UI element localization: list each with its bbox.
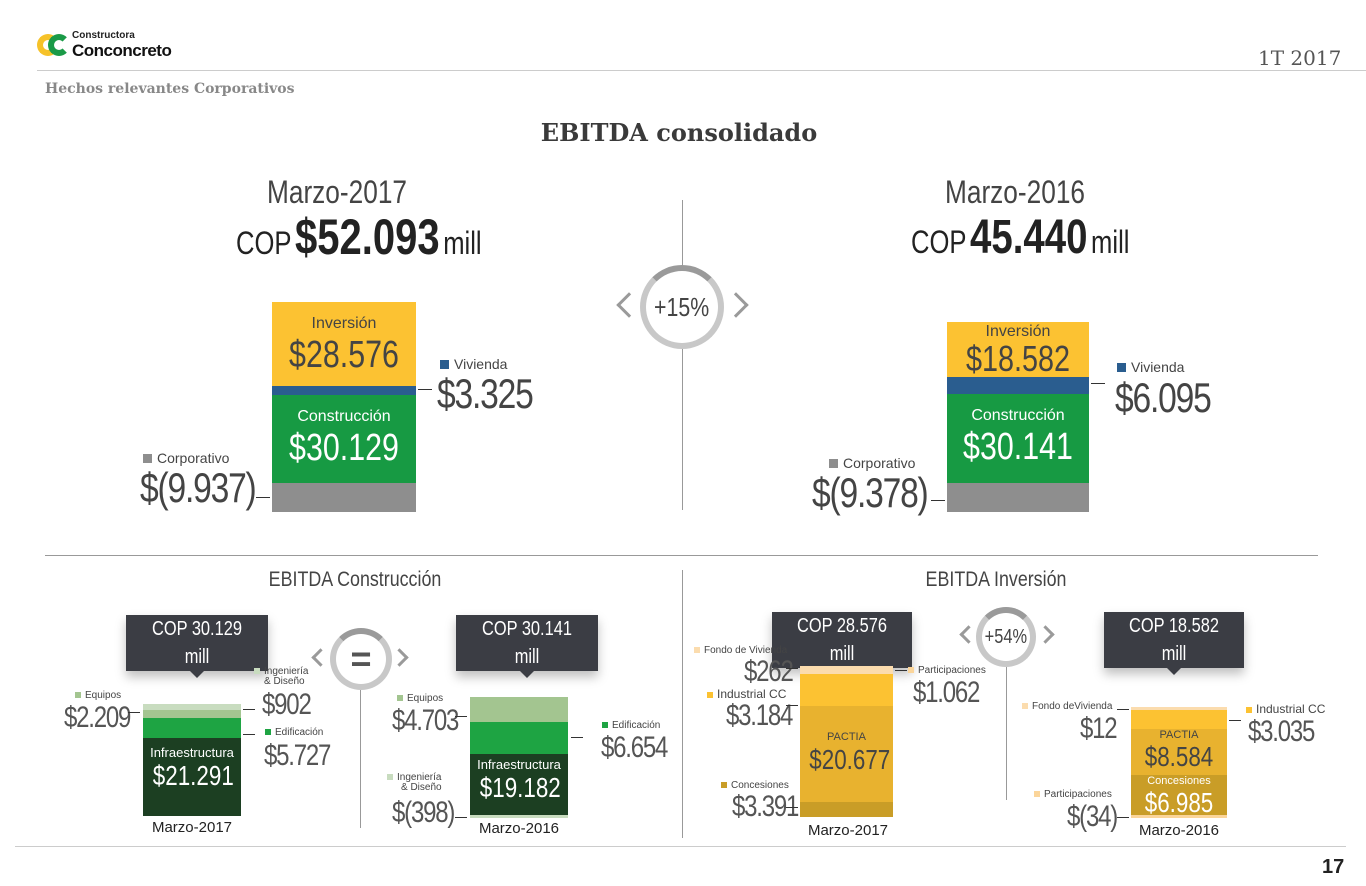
period-2016-heading: Marzo-2016	[944, 174, 1086, 210]
industrial-value: $3.035	[1248, 715, 1315, 748]
year-label: Marzo-2016	[1138, 822, 1220, 839]
ingenieria-value: $(398)	[392, 796, 455, 829]
segment-infraestructura: Infraestructura $19.182	[470, 754, 568, 815]
vivienda-label-2017: Vivienda	[440, 357, 507, 371]
segment-industrial	[1131, 710, 1227, 729]
construccion-title: EBITDA Construcción	[268, 568, 442, 591]
segment-concesiones: Concesiones $6.985	[1131, 775, 1227, 817]
segment-corporativo	[947, 483, 1089, 512]
total-2016: COP 45.440 mill	[911, 211, 1130, 264]
segment-construccion: Construcción $30.141	[947, 394, 1089, 483]
center-divider	[682, 200, 683, 510]
ebitda-bar-2017: Inversión $28.576 Construcción $30.129	[272, 302, 416, 512]
construccion-bar-2016: Infraestructura $19.182	[470, 697, 568, 818]
chevron-left-icon	[311, 648, 330, 667]
section-title: Hechos relevantes Corporativos	[45, 81, 295, 97]
ebitda-bar-2016: Inversión $18.582 Construcción $30.141	[947, 322, 1089, 512]
inversion-total-2017: COP 28.576 mill	[772, 612, 912, 675]
segment-ingenieria	[143, 704, 241, 710]
segment-edificacion	[143, 718, 241, 738]
segment-fondo	[800, 666, 893, 674]
vivienda-label-2016: Vivienda	[1117, 360, 1184, 374]
segment-vivienda	[272, 386, 416, 395]
segment-infraestructura: Infraestructura $21.291	[143, 738, 241, 816]
equipos-value: $4.703	[392, 704, 459, 737]
participaciones-value: $(34)	[1067, 800, 1118, 833]
vivienda-value-2017: $3.325	[437, 370, 534, 417]
inversion-bar-2017: PACTIA $20.677	[800, 666, 893, 817]
vivienda-value-2016: $6.095	[1115, 374, 1212, 421]
header-divider	[37, 70, 1366, 71]
segment-participaciones	[1131, 815, 1227, 818]
fondo-value: $12	[1080, 712, 1118, 745]
construccion-bar-2017: Infraestructura $21.291	[143, 704, 241, 816]
inversion-title: EBITDA Inversión	[925, 568, 1067, 591]
corporativo-value-2016: $(9.378)	[812, 469, 929, 516]
segment-inversion: Inversión $18.582	[947, 322, 1089, 377]
construccion-total-2017: COP 30.129 mill	[126, 615, 268, 678]
logo: Constructora Conconcreto	[37, 31, 177, 59]
segment-corporativo	[272, 483, 416, 512]
segment-inversion: Inversión $28.576	[272, 302, 416, 386]
segment-fondo	[1131, 707, 1227, 710]
corporativo-value-2017: $(9.937)	[140, 464, 257, 511]
inversion-total-2016: COP 18.582 mill	[1104, 612, 1244, 675]
inversion-bar-2016: PACTIA $8.584 Concesiones $6.985	[1131, 707, 1227, 818]
chevron-left-icon	[616, 292, 642, 318]
segment-vivienda	[947, 377, 1089, 394]
chevron-right-icon	[390, 648, 409, 667]
segment-pactia: PACTIA $20.677	[800, 706, 893, 802]
segment-industrial	[800, 674, 893, 706]
participaciones-value: $1.062	[913, 676, 980, 709]
segment-pactia: PACTIA $8.584	[1131, 729, 1227, 775]
edificacion-value: $6.654	[601, 731, 668, 764]
chevron-right-icon	[1036, 625, 1055, 644]
fondo-value: $262	[744, 655, 794, 688]
page-number: 17	[1322, 856, 1345, 878]
segment-edificacion	[470, 722, 568, 754]
period-label: 1T 2017	[1258, 46, 1342, 70]
year-label: Marzo-2017	[151, 819, 233, 836]
total-2017: COP $52.093 mill	[236, 209, 482, 265]
concesiones-value: $3.391	[732, 790, 799, 823]
change-badge: +15%	[640, 265, 724, 349]
corporativo-label-2016: Corporativo	[829, 456, 915, 470]
inversion-change-badge: +54%	[976, 607, 1036, 667]
year-label: Marzo-2016	[478, 820, 560, 837]
section-divider	[45, 555, 1318, 556]
construccion-change-badge: =	[330, 628, 392, 690]
equipos-value: $2.209	[64, 701, 131, 734]
period-2017-heading: Marzo-2017	[266, 174, 408, 210]
page-title: EBITDA consolidado	[540, 118, 818, 147]
year-label: Marzo-2017	[807, 822, 889, 839]
ingenieria-value: $902	[262, 688, 312, 721]
footer-divider	[15, 846, 1346, 847]
chevron-left-icon	[959, 625, 978, 644]
edificacion-value: $5.727	[264, 739, 331, 772]
construccion-total-2016: COP 30.141 mill	[456, 615, 598, 678]
corporativo-label-2017: Corporativo	[143, 451, 229, 465]
segment-construccion: Construcción $30.129	[272, 395, 416, 483]
industrial-value: $3.184	[726, 699, 793, 732]
segment-concesiones	[800, 802, 893, 817]
chevron-right-icon	[723, 292, 749, 318]
segment-equipos	[143, 710, 241, 718]
segment-equipos	[470, 697, 568, 722]
segment-ingenieria	[470, 815, 568, 818]
